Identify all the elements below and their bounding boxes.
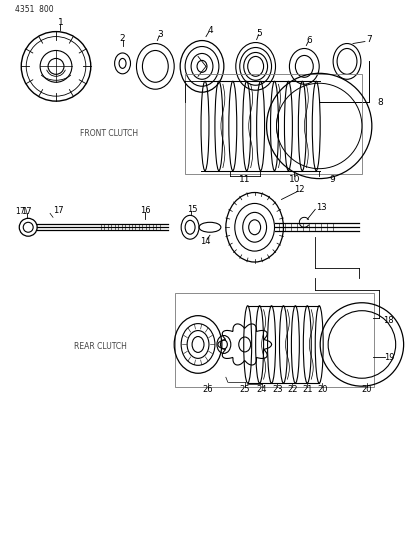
Text: 10: 10 (288, 175, 300, 184)
Text: 12: 12 (294, 185, 305, 194)
Text: 7: 7 (366, 35, 372, 44)
Text: 13: 13 (316, 203, 326, 212)
Text: 17: 17 (53, 206, 63, 215)
Text: 14: 14 (200, 237, 210, 246)
Text: 5: 5 (257, 29, 262, 38)
Text: 20: 20 (317, 385, 328, 394)
Text: 17$\backslash$: 17$\backslash$ (15, 205, 29, 216)
Bar (185, 74, 362, 174)
Text: 22: 22 (287, 385, 298, 394)
Text: REAR CLUTCH: REAR CLUTCH (74, 342, 127, 351)
Text: 19: 19 (384, 353, 395, 362)
Text: 4351  800: 4351 800 (15, 5, 54, 14)
Text: 18: 18 (384, 316, 394, 325)
Text: 25: 25 (239, 385, 250, 394)
Text: FRONT CLUTCH: FRONT CLUTCH (80, 130, 138, 139)
Text: 9: 9 (329, 175, 335, 184)
Text: 15: 15 (187, 205, 197, 214)
Text: 1: 1 (58, 18, 64, 27)
Text: 16: 16 (140, 206, 151, 215)
Text: 26: 26 (203, 385, 213, 394)
Text: 21: 21 (302, 385, 313, 394)
Text: 17: 17 (21, 207, 31, 216)
Bar (175, 293, 374, 387)
Text: 23: 23 (272, 385, 283, 394)
Text: 24: 24 (256, 385, 267, 394)
Text: 4: 4 (207, 26, 213, 35)
Text: 20: 20 (361, 385, 372, 394)
Text: 8: 8 (377, 98, 383, 107)
Text: 3: 3 (157, 30, 163, 39)
Text: 2: 2 (120, 34, 125, 43)
Text: 6: 6 (306, 36, 312, 45)
Text: 11: 11 (239, 175, 251, 184)
